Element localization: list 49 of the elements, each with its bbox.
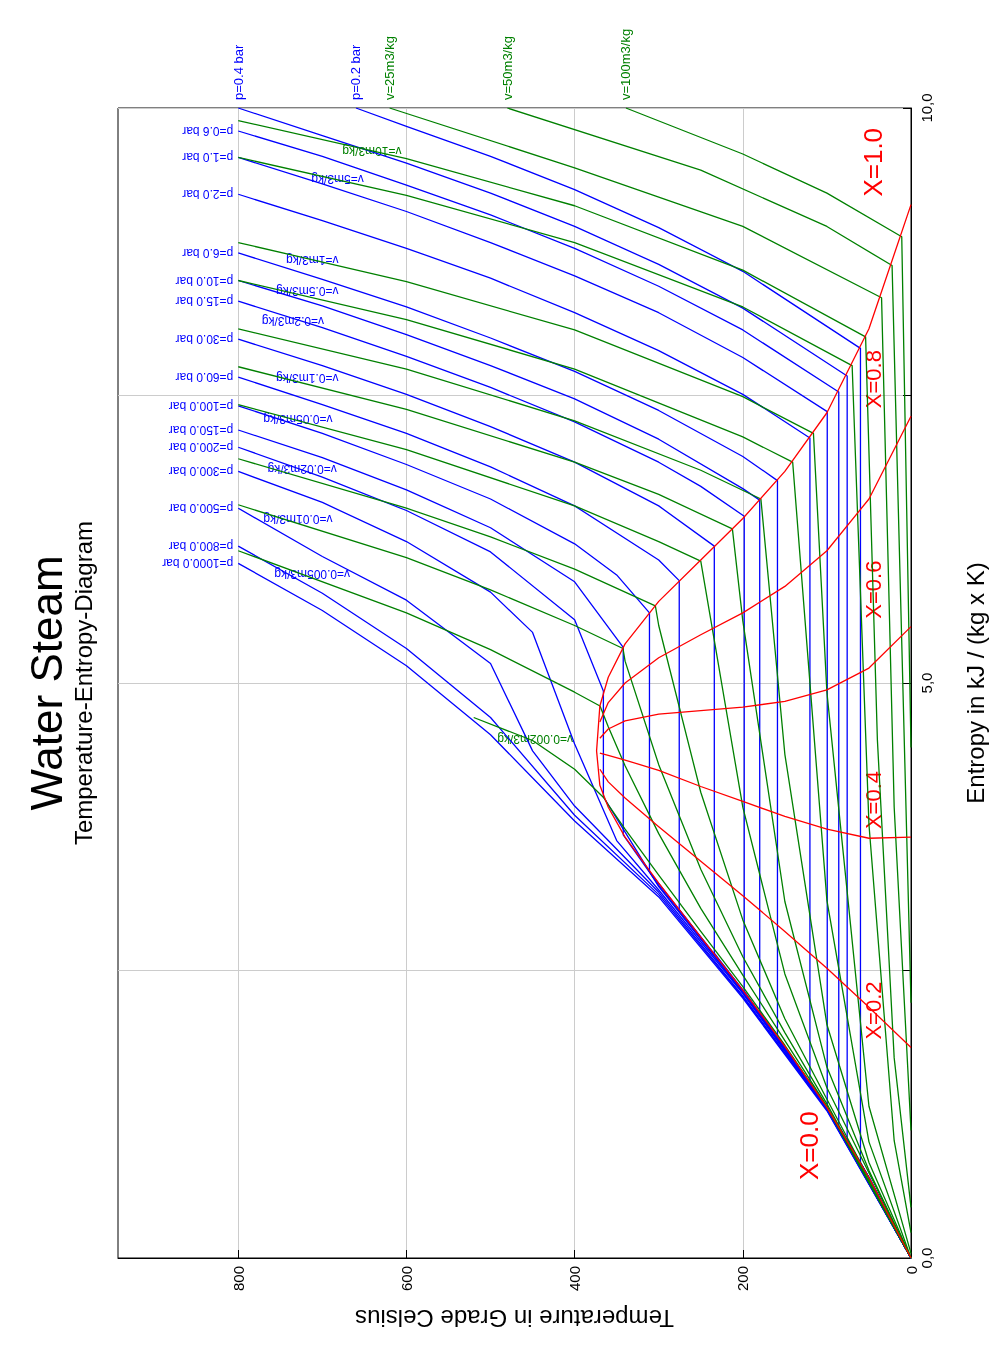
- text: X=0.2: [860, 981, 886, 1040]
- x-tick-label: 800: [229, 1266, 247, 1292]
- annotation: v=0.005m3/kg: [274, 566, 351, 581]
- x-tick-label: 0: [902, 1266, 920, 1275]
- annotation: v=0.01m3/kg: [263, 511, 333, 526]
- annotation: X=0.0: [793, 1111, 824, 1181]
- series-label: p=1000.0 bar: [162, 556, 234, 571]
- series-label: p=800.0 bar: [168, 539, 234, 554]
- series-label: p=100.0 bar: [168, 398, 234, 413]
- y-tick-label: 5,0: [918, 672, 935, 694]
- text: v=100m3/kg: [618, 28, 634, 100]
- series-label: p=200.0 bar: [168, 440, 234, 455]
- x-tick-label: 200: [734, 1266, 752, 1292]
- text: p=0.2 bar: [348, 44, 364, 100]
- x-axis-title: Temperature in Grade Celsius: [355, 1304, 674, 1332]
- y-tick-label: 0,0: [918, 1247, 935, 1269]
- series-label: p=60.0 bar: [175, 370, 234, 385]
- series-label: p=0.6 bar: [182, 124, 234, 138]
- series-label: p=15.0 bar: [175, 294, 234, 309]
- text: v=50m3/kg: [499, 36, 515, 100]
- annotation: v=0.002m3/kg: [497, 732, 573, 747]
- y-tick-label: 10,0: [918, 93, 935, 123]
- text: X=0.4: [860, 770, 886, 830]
- annotation: v=0.2m3/kg: [261, 313, 325, 328]
- text: Water Steam: [21, 555, 71, 811]
- text: p=0.4 bar: [230, 44, 246, 100]
- annotation: v=0.5m3/kg: [276, 283, 339, 298]
- annotation: v=0.1m3/kg: [276, 371, 339, 386]
- annotation: v=0.05m3/kg: [263, 411, 333, 426]
- series-label: p=10.0 bar: [175, 273, 234, 288]
- text: Temperature-Entropy-Diagram: [69, 520, 97, 846]
- annotation: X=1.0: [858, 127, 888, 197]
- x-tick-label: 600: [397, 1266, 415, 1292]
- annotation: v=0.02m3/kg: [267, 462, 337, 477]
- y-axis-title: Entropy in kJ / (kg x K): [961, 562, 989, 804]
- series-label: p=6.0 bar: [182, 245, 234, 260]
- series-label: p=300.0 bar: [168, 464, 234, 479]
- series-label: p=30.0 bar: [175, 332, 234, 347]
- series-label: p=1.0 bar: [182, 150, 234, 165]
- series-label: p=500.0 bar: [168, 501, 234, 516]
- x-tick-label: 400: [566, 1266, 584, 1292]
- series-label: p=2.0 bar: [182, 187, 234, 202]
- text: X=0.6: [860, 560, 886, 619]
- annotation: v=5m3/kg: [311, 172, 364, 187]
- text: v=25m3/kg: [382, 36, 398, 100]
- series-label: p=150.0 bar: [168, 423, 234, 437]
- annotation: v=10m3/kg: [342, 143, 402, 158]
- text: X=0.8: [860, 350, 886, 409]
- annotation: v=1m3/kg: [286, 252, 339, 267]
